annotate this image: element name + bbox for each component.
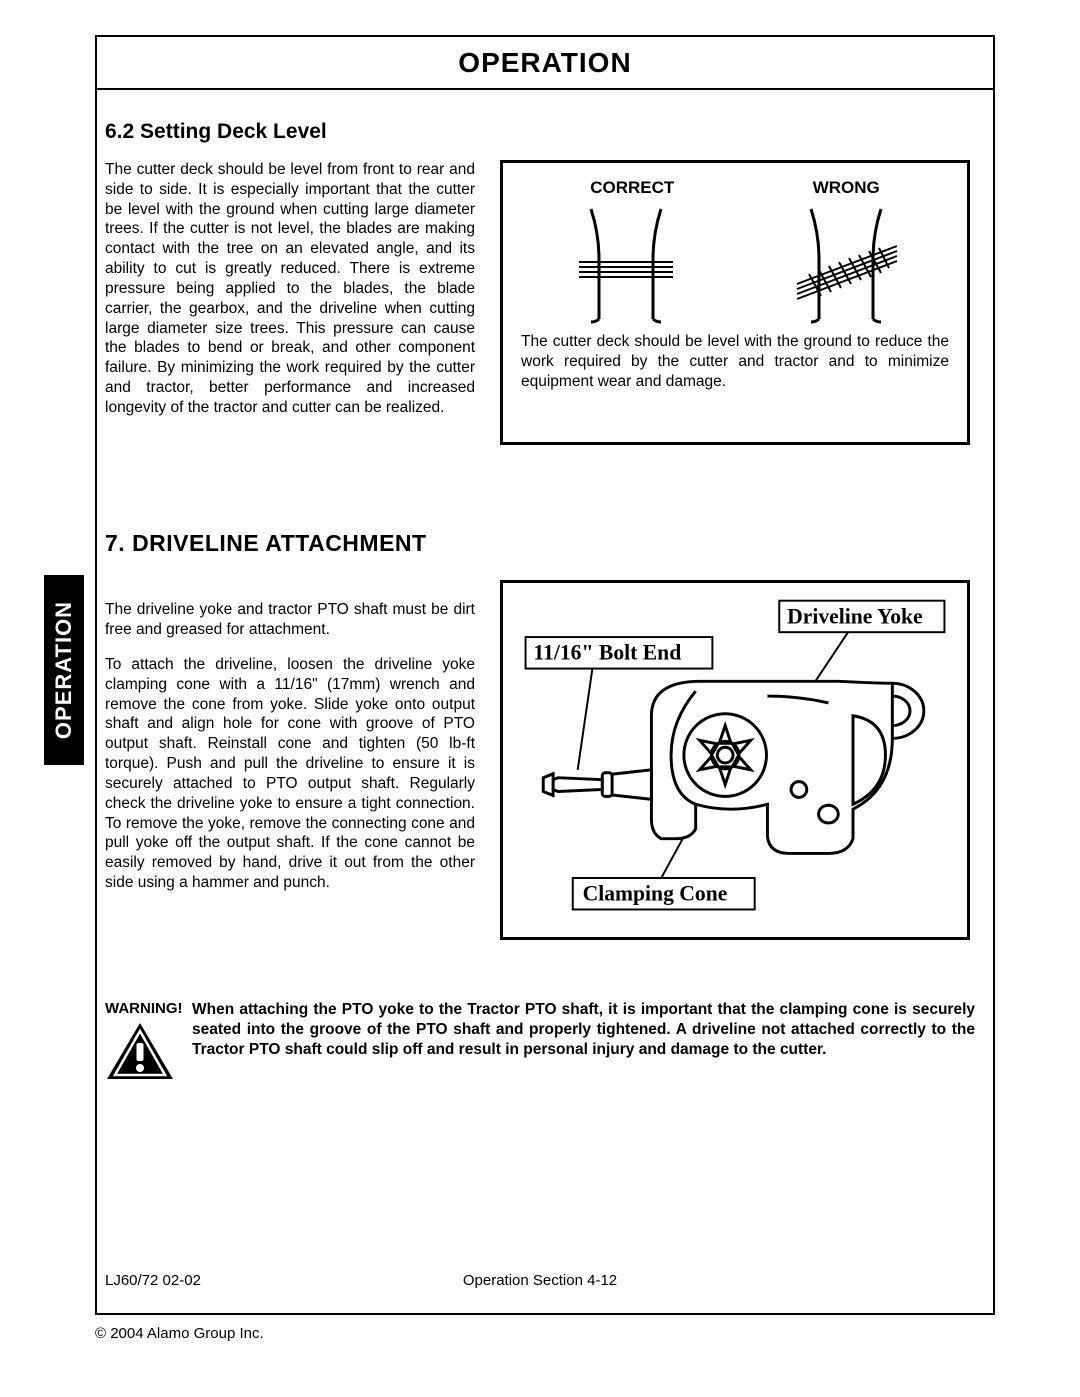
heading-6-2: 6.2 Setting Deck Level: [105, 120, 327, 144]
deck-level-diagram: [521, 204, 951, 324]
label-correct: CORRECT: [590, 178, 674, 198]
warning-label: WARNING!: [105, 1000, 180, 1017]
warning-icon: [105, 1021, 175, 1083]
footer-center: Operation Section 4-12: [0, 1272, 1080, 1289]
heading-7: 7. DRIVELINE ATTACHMENT: [105, 530, 427, 557]
page-title: OPERATION: [458, 47, 631, 79]
figure-driveline-yoke: Driveline Yoke 11/16" Bolt End Clamping …: [500, 580, 970, 940]
body-7a: The driveline yoke and tractor PTO shaft…: [105, 600, 475, 640]
side-tab-operation: OPERATION: [44, 575, 84, 765]
body-6-2: The cutter deck should be level from fro…: [105, 160, 475, 418]
copyright: © 2004 Alamo Group Inc.: [95, 1325, 264, 1342]
callout-yoke-text: Driveline Yoke: [787, 604, 923, 628]
title-box: OPERATION: [95, 35, 995, 90]
callout-bolt-text: 11/16" Bolt End: [533, 641, 681, 665]
figure1-caption: The cutter deck should be level with the…: [521, 332, 949, 391]
figure-deck-level: CORRECT WRONG: [500, 160, 970, 445]
callout-cone-text: Clamping Cone: [583, 882, 728, 906]
label-wrong: WRONG: [813, 178, 880, 198]
warning-block: WARNING! When attaching the PTO yoke to …: [105, 1000, 975, 1083]
body-7b: To attach the driveline, loosen the driv…: [105, 655, 475, 893]
warning-text: When attaching the PTO yoke to the Tract…: [192, 1000, 975, 1059]
side-tab-label: OPERATION: [51, 601, 77, 739]
